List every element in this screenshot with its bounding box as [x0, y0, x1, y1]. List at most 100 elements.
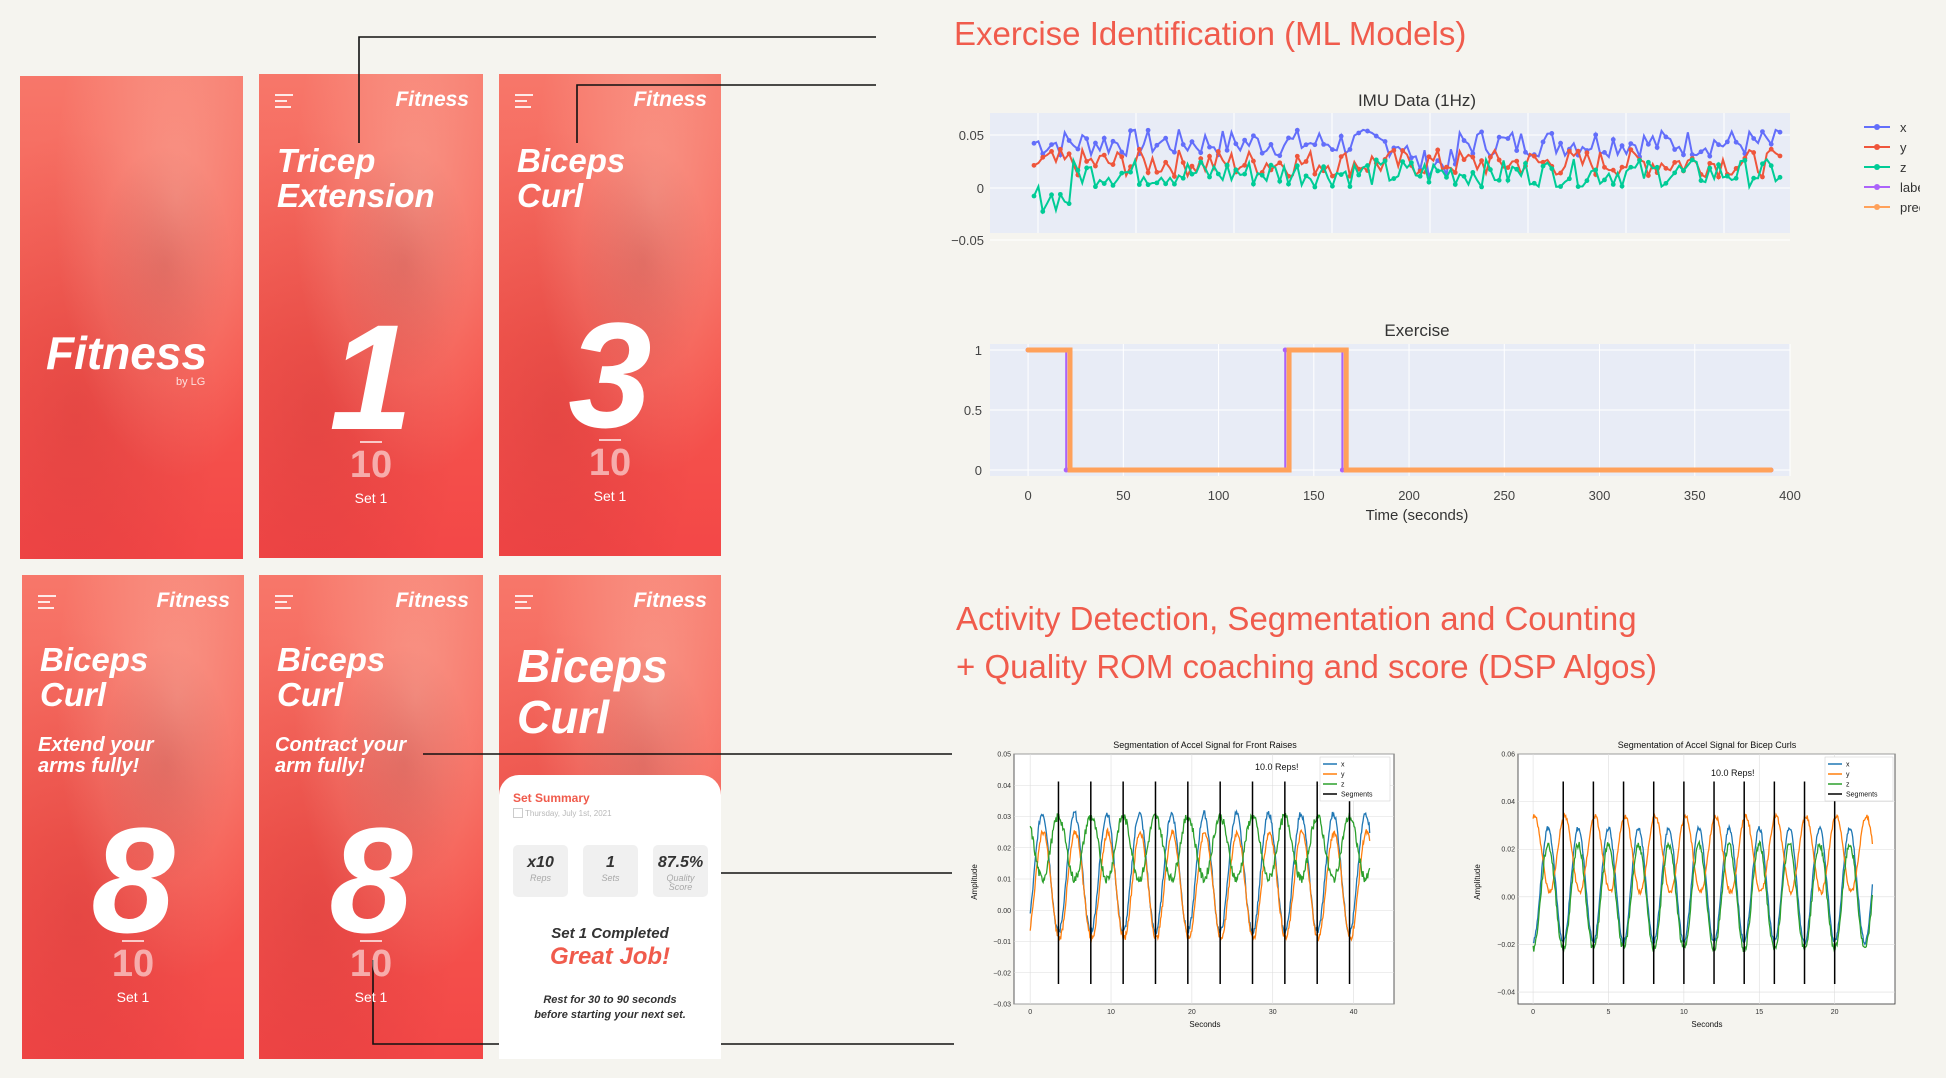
- imu-point-z: [1110, 183, 1116, 188]
- imu-point-x: [1760, 129, 1765, 135]
- seg-series-z: [1532, 839, 1874, 954]
- imu-point-z: [1277, 178, 1283, 184]
- imu-point-y: [1610, 167, 1616, 173]
- imu-point-z: [1286, 181, 1291, 187]
- imu-point-x: [1707, 153, 1713, 159]
- imu-point-y: [1663, 165, 1669, 171]
- exercise-point-pred: [1067, 347, 1073, 353]
- connector-biceps: [576, 84, 876, 143]
- imu-point-z: [1558, 184, 1563, 189]
- seg-ytick: 0.04: [997, 783, 1011, 790]
- imu-point-z: [1207, 174, 1212, 180]
- imu-point-z: [1470, 170, 1476, 175]
- exercise-point-pred: [1286, 347, 1292, 353]
- imu-point-z: [1145, 182, 1151, 188]
- imu-point-x: [1049, 142, 1054, 147]
- imu-point-z: [1760, 161, 1765, 167]
- exercise-xtick: 50: [1116, 488, 1130, 503]
- imu-point-y: [1760, 174, 1765, 180]
- imu-point-x: [1040, 151, 1046, 157]
- imu-point-z: [1356, 172, 1362, 178]
- imu-point-x: [1461, 138, 1467, 143]
- menu-icon[interactable]: [38, 595, 56, 609]
- imu-point-z: [1540, 163, 1546, 169]
- coaching-instruction: Contract your arm fully!: [275, 734, 407, 777]
- menu-icon[interactable]: [515, 94, 533, 108]
- imu-point-x: [1259, 150, 1265, 156]
- imu-point-y: [1057, 146, 1063, 152]
- imu-point-z: [1672, 170, 1678, 176]
- imu-point-z: [1198, 159, 1204, 165]
- imu-point-y: [1391, 148, 1397, 153]
- seg-xtick: 40: [1350, 1009, 1358, 1016]
- imu-point-x: [1233, 141, 1239, 147]
- set-label: Set 1: [116, 989, 150, 1005]
- rep-target: 10: [259, 940, 483, 986]
- imu-point-x: [1768, 141, 1774, 147]
- imu-point-x: [1277, 153, 1283, 159]
- seg-annotation: 10.0 Reps!: [1711, 768, 1755, 778]
- imu-point-y: [1093, 163, 1098, 169]
- imu-point-y: [1330, 173, 1335, 179]
- imu-point-z: [1724, 173, 1730, 179]
- imu-point-x: [1382, 139, 1388, 144]
- rep-count: 3: [568, 291, 652, 459]
- imu-point-y: [1645, 173, 1651, 178]
- stat-sets: 1 Sets: [583, 845, 638, 897]
- imu-point-y: [1251, 158, 1256, 164]
- seg-ytick: −0.04: [1497, 990, 1515, 997]
- great-job-text: Great Job!: [549, 943, 671, 970]
- imu-point-x: [1084, 136, 1090, 141]
- imu-ytick: 0.05: [959, 128, 984, 143]
- imu-point-z: [1119, 170, 1125, 176]
- imu-point-z: [1251, 181, 1256, 187]
- imu-point-z: [1408, 160, 1414, 166]
- connector-count: [372, 960, 954, 1045]
- imu-point-y: [1707, 160, 1713, 166]
- brand-label: Fitness: [395, 88, 469, 111]
- set-summary-card: Set Summary Thursday, July 1st, 2021 x10…: [499, 775, 721, 1059]
- exercise-point-pred: [1343, 347, 1349, 353]
- imu-point-z: [1268, 162, 1274, 168]
- imu-point-y: [1461, 157, 1467, 163]
- imu-point-y: [1242, 162, 1248, 168]
- svg-text:Segments: Segments: [1846, 792, 1878, 799]
- imu-point-z: [1172, 181, 1177, 187]
- imu-point-x: [1286, 135, 1291, 141]
- imu-point-z: [1777, 174, 1783, 180]
- seg-series-x: [1532, 823, 1874, 946]
- imu-point-x: [1101, 135, 1107, 141]
- imu-point-z: [1716, 162, 1721, 168]
- menu-icon[interactable]: [275, 595, 293, 609]
- imu-point-z: [1602, 177, 1607, 183]
- exercise-point-pred: [1067, 467, 1073, 473]
- legend-pred: pred: [1900, 200, 1920, 215]
- imu-point-x: [1338, 133, 1344, 139]
- imu-point-z: [1075, 167, 1081, 173]
- set-label: Set 1: [354, 490, 388, 506]
- imu-point-x: [1628, 141, 1634, 147]
- imu-point-z: [1733, 175, 1739, 181]
- imu-point-y: [1602, 164, 1607, 170]
- imu-point-z: [1698, 178, 1704, 183]
- imu-point-y: [1277, 160, 1283, 166]
- imu-point-z: [1338, 172, 1344, 177]
- seg-xtick: 15: [1755, 1009, 1763, 1016]
- menu-icon[interactable]: [515, 595, 533, 609]
- imu-point-x: [1645, 141, 1651, 147]
- seg-xlabel: Seconds: [1691, 1020, 1722, 1029]
- menu-icon[interactable]: [275, 94, 293, 108]
- imu-ytick: 0: [977, 181, 984, 196]
- imu-point-y: [1400, 148, 1406, 153]
- imu-point-y: [1452, 170, 1458, 175]
- imu-point-z: [1259, 172, 1265, 178]
- imu-point-y: [1768, 146, 1774, 152]
- seg-xtick: 5: [1607, 1009, 1611, 1016]
- imu-point-x: [1312, 142, 1318, 148]
- seg-xtick: 10: [1680, 1009, 1688, 1016]
- imu-point-z: [1189, 171, 1195, 177]
- imu-point-z: [1101, 181, 1107, 186]
- imu-point-z: [1487, 167, 1493, 172]
- imu-point-z: [1663, 180, 1669, 186]
- imu-point-z: [1180, 175, 1186, 181]
